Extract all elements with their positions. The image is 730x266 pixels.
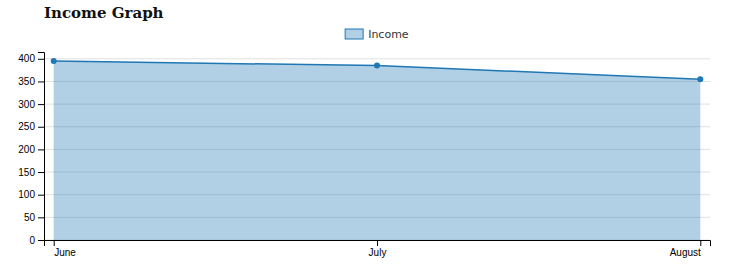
x-axis: June July August	[45, 240, 711, 258]
y-tick-mark	[38, 195, 44, 196]
x-tick-label: June	[54, 247, 76, 258]
point	[697, 76, 703, 82]
y-tick-mark	[38, 149, 44, 150]
legend-item: Income	[345, 28, 409, 41]
chart: Income Graph 0 50 100 150 200 250 300 350 400 June…	[0, 0, 730, 266]
marks	[51, 58, 704, 240]
line	[54, 61, 701, 79]
y-tick: 150	[18, 167, 44, 178]
x-tick-mark	[54, 240, 55, 246]
x-tick-mark	[700, 240, 701, 246]
y-tick-mark	[38, 59, 44, 60]
y-tick-mark	[38, 217, 44, 218]
point	[51, 58, 57, 64]
x-tick-label: August	[670, 247, 701, 258]
y-tick-label: 50	[24, 212, 36, 223]
y-tick-mark	[38, 240, 44, 241]
y-tick: 350	[18, 76, 44, 87]
y-tick-mark	[38, 81, 44, 82]
legend-label: Income	[368, 28, 409, 41]
legend: Income	[345, 28, 409, 41]
x-tick: July	[369, 240, 387, 258]
y-tick-label: 350	[18, 76, 35, 87]
grid	[44, 59, 710, 240]
y-tick-label: 0	[29, 235, 35, 246]
y-tick: 200	[18, 144, 44, 155]
title: Income Graph	[44, 4, 164, 22]
y-tick-mark	[38, 127, 44, 128]
x-tick: August	[670, 240, 701, 258]
legend-swatch	[345, 29, 363, 39]
y-tick: 300	[18, 99, 44, 110]
x-tick-mark	[377, 240, 378, 246]
plot: 0 50 100 150 200 250 300 350 400 June July August	[18, 53, 710, 259]
y-tick-label: 200	[18, 144, 35, 155]
y-tick: 50	[24, 212, 44, 223]
x-axis-line	[45, 241, 711, 247]
grid-line	[44, 58, 710, 59]
point	[374, 63, 380, 69]
y-tick-label: 300	[18, 99, 35, 110]
y-tick: 0	[29, 235, 44, 246]
y-tick: 250	[18, 121, 44, 132]
y-axis-line	[38, 53, 45, 241]
area	[54, 61, 701, 240]
y-axis: 0 50 100 150 200 250 300 350 400	[18, 53, 44, 246]
x-tick: June	[54, 240, 76, 258]
y-tick-mark	[38, 172, 44, 173]
x-tick-label: July	[369, 247, 387, 258]
y-tick-label: 250	[18, 121, 35, 132]
y-tick-mark	[38, 104, 44, 105]
y-tick: 400	[18, 53, 44, 64]
y-tick-label: 100	[18, 189, 35, 200]
y-tick-label: 400	[18, 53, 35, 64]
y-tick-label: 150	[18, 167, 35, 178]
y-tick: 100	[18, 189, 44, 200]
